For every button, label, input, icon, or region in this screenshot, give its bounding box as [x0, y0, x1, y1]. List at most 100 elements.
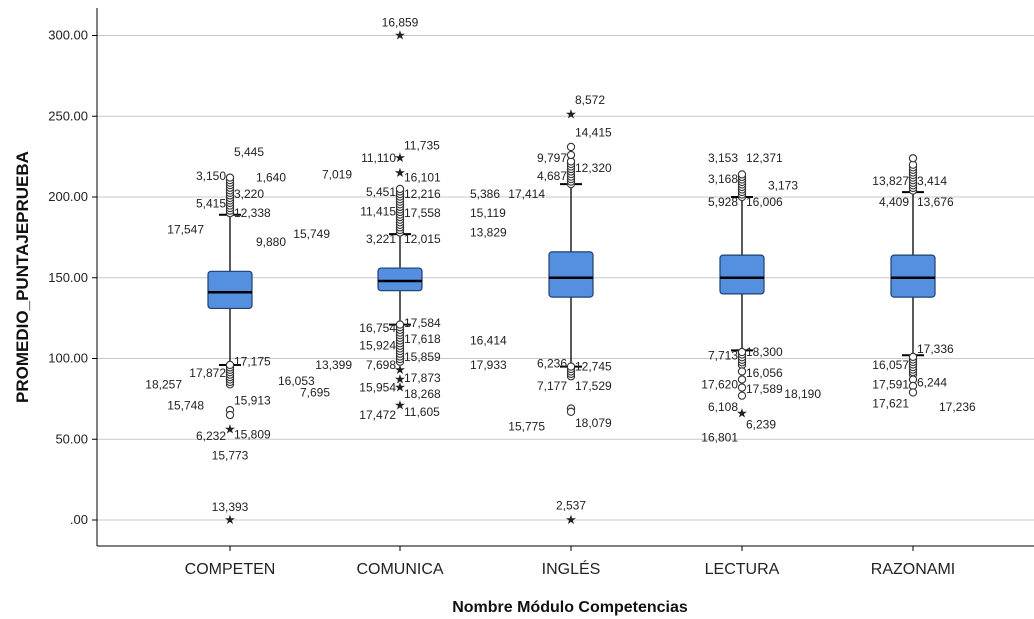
outlier-label: 6,108 [708, 400, 738, 414]
outlier-label: 6,239 [746, 418, 776, 432]
outlier-label: 17,589 [746, 382, 783, 396]
outlier-label: 1,640 [256, 171, 286, 185]
outlier-label: 14,415 [575, 125, 612, 139]
outliers: ★★★★★★★★★★★★ [224, 29, 918, 528]
outlier-circle [908, 352, 918, 362]
outlier-label: 3,221 [366, 232, 396, 246]
outlier-label: 18,268 [404, 387, 441, 401]
outlier-label: 12,216 [404, 187, 441, 201]
outlier-label: 15,924 [359, 339, 396, 353]
outlier-label: 16,006 [746, 195, 783, 209]
outlier-label: 9,880 [256, 235, 286, 249]
box-2 [548, 183, 594, 368]
outlier-label: 7,713 [708, 348, 738, 362]
x-tick-label: LECTURA [705, 561, 780, 578]
y-tick-label: 200.00 [48, 189, 88, 204]
outlier-circle [225, 360, 235, 370]
x-tick-label: INGLÉS [542, 559, 601, 578]
outlier-star: ★ [394, 381, 406, 396]
iqr-box [719, 254, 765, 295]
outlier-circle [395, 184, 405, 194]
outlier-label: 4,409 [879, 195, 909, 209]
outlier-label: 15,775 [508, 419, 545, 433]
outlier-circle [908, 154, 918, 163]
x-axis-label: Nombre Módulo Competencias [452, 599, 688, 616]
y-tick-label: 100.00 [48, 351, 88, 366]
outlier-label: 17,618 [404, 332, 441, 346]
outlier-label: 16,057 [872, 358, 909, 372]
outlier-label: 3,414 [917, 174, 947, 188]
outlier-star: ★ [394, 363, 406, 378]
y-tick-label: 250.00 [48, 108, 88, 123]
x-tick-label: COMPETEN [185, 561, 276, 578]
outlier-label: 18,300 [746, 345, 783, 359]
iqr-box [377, 267, 423, 292]
outlier-label: 16,053 [278, 374, 315, 388]
outlier-label: 11,415 [360, 205, 396, 219]
outlier-circle [737, 383, 747, 392]
axes [96, 8, 1034, 547]
outlier-circle [908, 388, 918, 397]
box-4 [890, 191, 936, 357]
outlier-label: 4,687 [537, 169, 567, 183]
y-tick-label: 150.00 [48, 270, 88, 285]
outlier-label: 15,749 [293, 227, 330, 241]
outlier-label: 16,801 [701, 431, 738, 445]
outlier-label: 9,797 [537, 151, 567, 165]
outlier-label: 17,547 [167, 222, 204, 236]
boxes [207, 183, 936, 368]
outlier-label: 17,236 [939, 400, 976, 414]
outlier-circle [566, 142, 576, 152]
outlier-label: 7,698 [366, 358, 396, 372]
outlier-label: 17,620 [701, 377, 738, 391]
outlier-label: 17,584 [404, 316, 441, 330]
iqr-box [548, 251, 594, 298]
outlier-label: 6,244 [917, 376, 947, 390]
outlier-circle [737, 391, 747, 400]
outlier-label: 3,150 [196, 169, 226, 183]
outlier-star: ★ [736, 406, 748, 421]
outliers-box-2: ★★ [565, 108, 577, 528]
outlier-label: 15,748 [167, 398, 204, 412]
outlier-label: 8,572 [575, 93, 605, 107]
outlier-label: 16,056 [746, 366, 783, 380]
outliers-box-0: ★★ [224, 173, 236, 528]
outlier-label: 13,393 [212, 500, 249, 514]
outlier-label: 17,933 [470, 358, 507, 372]
outlier-label: 5,445 [234, 145, 264, 159]
outlier-label: 7,019 [322, 167, 352, 181]
outlier-label: 15,859 [404, 350, 441, 364]
outlier-label: 2,537 [556, 498, 586, 512]
outlier-circle [737, 347, 747, 357]
y-tick-label: 300.00 [48, 28, 88, 43]
outlier-label: 17,873 [404, 371, 441, 385]
outlier-label: 7,695 [300, 385, 330, 399]
outlier-circle [566, 362, 576, 371]
outlier-star: ★ [394, 166, 406, 181]
outlier-label: 6,236 [537, 356, 567, 370]
outlier-label: 17,472 [359, 408, 396, 422]
outlier-label: 12,320 [575, 161, 612, 175]
iqr-box [207, 270, 253, 310]
gridlines [97, 35, 1034, 521]
iqr-box [890, 254, 936, 298]
box-3 [719, 196, 765, 352]
x-tick-label: COMUNICA [356, 561, 443, 578]
outlier-label: 13,676 [917, 195, 954, 209]
outlier-label: 3,153 [708, 151, 738, 165]
outlier-star: ★ [394, 151, 406, 166]
outlier-circle [737, 375, 747, 384]
outlier-star: ★ [394, 398, 406, 413]
x-tick-labels: COMPETEN COMUNICA INGLÉS LECTURA RAZONAMI [185, 546, 955, 578]
outlier-label: 13,399 [315, 358, 352, 372]
outlier-label: 3,168 [708, 172, 738, 186]
outlier-label: 17,336 [917, 342, 954, 356]
outlier-circle [225, 173, 235, 182]
outlier-label: 17,175 [234, 355, 271, 369]
outlier-label: 17,872 [189, 366, 226, 380]
outlier-labels: 5,445 3,150 1,640 3,220 5,415 12,338 17,547 9,8… [145, 16, 976, 514]
outlier-label: 12,015 [404, 232, 441, 246]
outlier-label: 15,913 [234, 393, 271, 407]
outlier-label: 17,414 [508, 187, 545, 201]
